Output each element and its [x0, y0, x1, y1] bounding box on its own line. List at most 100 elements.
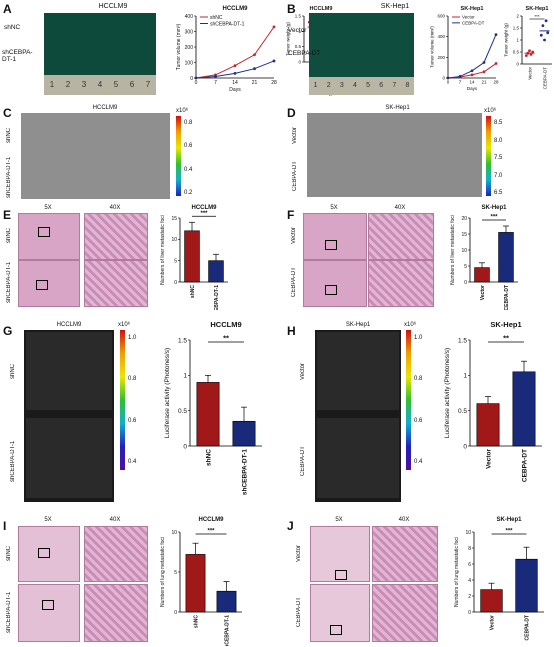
y-tick-label: 1.5	[458, 337, 467, 344]
data-point	[214, 75, 217, 78]
row-label-c1: shNC	[6, 127, 12, 143]
row-label-f1: Vector	[291, 227, 297, 245]
ruler-number: 5	[366, 82, 371, 89]
colorbar-ticks-c: 0.8 0.6 0.4 0.2	[184, 120, 192, 196]
category-label: shCEBPA-DT-1	[214, 285, 220, 310]
mag-f-5x: 5X	[330, 205, 338, 211]
tumor-photo-a	[44, 13, 156, 95]
category-label: CEBPA-DT	[524, 615, 530, 640]
ruler-number: 4	[352, 82, 357, 89]
mouse-imaging-h	[315, 330, 401, 502]
chart-title: SK-Hep1	[490, 320, 521, 329]
panel-label-c: C	[3, 106, 12, 120]
y-tick-label: 1.5	[295, 14, 302, 19]
row-label-d2: CEBPA-DT	[292, 161, 298, 191]
panel-a-title: HCCLM9	[98, 3, 128, 10]
y-tick-label: 5	[174, 570, 177, 576]
row-label-i2: shCEBPA-DT-1	[6, 591, 12, 633]
y-tick-label: 8	[468, 546, 471, 552]
y-axis-label: Tumor weight (g)	[504, 23, 509, 57]
data-point	[470, 73, 474, 77]
histo-j-5x-bottom	[310, 584, 370, 642]
colorbar-d	[486, 116, 491, 196]
ruler-number: 6	[129, 80, 135, 89]
bar	[515, 558, 538, 613]
legend-label: shNC	[210, 15, 223, 21]
liver-imaging-c	[21, 113, 170, 199]
mag-j-5x: 5X	[335, 517, 343, 523]
y-tick-label: 0	[183, 443, 187, 450]
x-tick-label: 14	[232, 80, 238, 86]
ruler-number: 1	[49, 80, 55, 89]
data-point	[494, 33, 498, 36]
y-tick-label: 1	[298, 29, 301, 34]
bar	[498, 232, 514, 283]
panel-label-e: E	[3, 208, 12, 222]
zoom-box-i1	[38, 548, 50, 558]
data-point	[543, 38, 546, 42]
zoom-box-i2	[42, 600, 54, 610]
colorbar-tick: 0.6	[184, 143, 193, 150]
row-label-i1: shNC	[6, 545, 12, 561]
bar	[216, 590, 237, 613]
y-tick-label: 1	[516, 38, 519, 43]
row-label-e2: shCEBPA-DT-1	[6, 261, 12, 304]
y-tick-label: 400	[185, 14, 194, 20]
data-point	[233, 64, 237, 67]
colorbar-tick: 7.5	[494, 155, 503, 161]
colorbar-tick: 0.8	[184, 120, 193, 126]
panel-d-title: SK-Hep1	[385, 105, 410, 111]
row-label-a1: shNC	[4, 24, 21, 31]
y-tick-label: 0	[464, 280, 467, 286]
data-point	[446, 76, 450, 80]
chart-e-bar: 0 5 10 15 Numbers of liver metastatic foci HC…	[160, 205, 228, 310]
y-tick-label: 200	[437, 55, 445, 60]
chart-title: HCCLM9	[310, 6, 333, 12]
chart-title: HCCLM9	[223, 6, 249, 12]
histo-i-5x-bottom	[18, 584, 80, 642]
zoom-box-e1	[38, 227, 50, 237]
chart-title: SK-Hep1	[461, 6, 484, 12]
legend-label: Vector	[462, 15, 475, 20]
x-tick-label: 14	[469, 80, 475, 85]
row-label-c2: shCEBPA-DT-1	[6, 156, 12, 198]
chart-g-bar: 0 0.5 1 1.5 Luciferase activity (Photones/s)…	[164, 320, 262, 495]
row-label-h2: CEBPA-DT	[300, 446, 306, 476]
x-tick-label: 7	[459, 80, 462, 85]
ruler-number: 2	[65, 80, 71, 89]
zoom-box-j2	[330, 625, 342, 635]
bar	[208, 260, 224, 283]
y-tick-label: 1	[183, 373, 187, 380]
colorbar-tick: 0.8	[128, 376, 137, 383]
ruler-number: 7	[392, 82, 397, 89]
y-axis-label: Luciferase activity (Photones/s)	[444, 348, 451, 438]
data-point	[272, 25, 276, 29]
y-axis-label: Numbers of lung metastatic foci	[160, 537, 166, 607]
bar	[185, 554, 206, 613]
row-label-e1: shNC	[6, 228, 12, 244]
x-tick-label: 28	[271, 80, 277, 86]
colorbar-tick: 0.4	[184, 166, 193, 173]
category-label: Vector	[528, 67, 533, 80]
y-tick-label: 10	[171, 237, 177, 243]
ruler-number: 7	[145, 80, 151, 89]
bar	[232, 420, 256, 447]
panel-label-f: F	[287, 208, 295, 222]
chart-b-volume: 0 200 400 600 Tumor volume (mm³) SK-Hep1 0 7 14 2…	[430, 6, 499, 91]
histo-f-40x-bottom	[368, 260, 434, 307]
zoom-box-f1	[325, 240, 337, 250]
bar	[196, 382, 220, 447]
data-point	[494, 62, 498, 65]
x-tick-label: 7	[214, 80, 217, 86]
category-label: shCEBPA-DT-1	[241, 449, 248, 495]
panel-label-h: H	[287, 324, 296, 338]
row-label-b1: Vector	[288, 27, 307, 34]
row-label-j1: Vector	[296, 544, 302, 562]
chart-title: SK-Hep1	[481, 205, 507, 211]
y-tick-label: 0	[190, 76, 193, 82]
panel-label-d: D	[287, 106, 296, 120]
row-label-h1: Vector	[300, 362, 306, 380]
mag-f-40x: 40X	[394, 205, 406, 211]
colorbar-tick: 1.0	[414, 335, 423, 341]
category-label: CEBPA-DT	[543, 67, 548, 90]
